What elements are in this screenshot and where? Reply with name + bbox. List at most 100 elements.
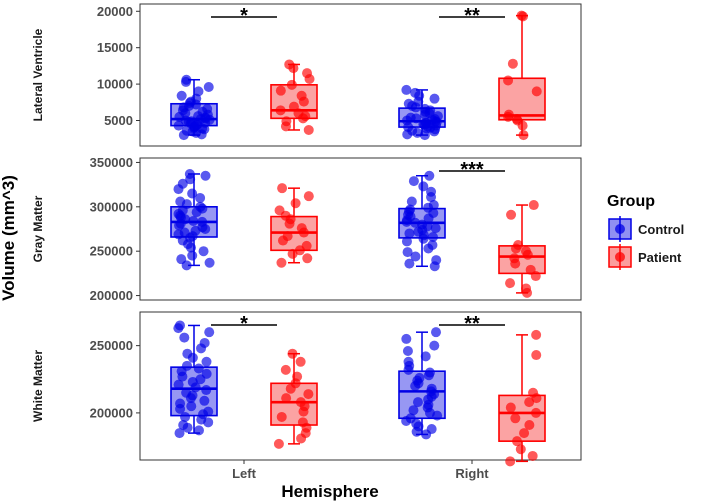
data-point [420,351,431,362]
data-point [405,204,416,215]
data-point [503,109,514,120]
data-point [275,85,286,96]
data-point [303,191,314,202]
box-left-control [170,74,218,141]
data-point [530,407,541,418]
data-point [303,124,314,135]
data-point [282,231,293,242]
data-point [402,346,413,357]
legend-label: Control [638,222,684,237]
data-point [426,424,437,435]
data-point [424,367,435,378]
legend-item-control: Control [608,216,684,242]
data-point [518,130,529,141]
x-tick-label: Right [455,466,489,481]
box-left-control [170,320,218,439]
data-point [295,356,306,367]
data-point [403,98,414,109]
significance-label: * [240,313,248,335]
data-point [174,320,185,331]
data-point [204,257,215,268]
data-point [401,333,412,344]
data-point [426,186,437,197]
data-point [429,340,440,351]
data-point [173,379,184,390]
data-point [424,170,435,181]
data-point [297,417,308,428]
significance-label: ** [464,313,480,335]
data-point [505,456,516,467]
y-tick-label: 15000 [97,40,133,55]
y-tick-label: 350000 [90,155,133,170]
data-point [187,376,198,387]
data-point [506,209,517,220]
data-point [520,246,531,257]
data-point [511,114,522,125]
y-axis-title: Volume (mm^3) [0,175,18,301]
significance-right: ** [439,313,505,335]
data-point [286,79,297,90]
data-point [177,178,188,189]
data-point [204,327,215,338]
data-point [203,406,214,417]
box-right-patient [498,200,546,298]
data-point [408,176,419,187]
legend-title: Group [607,193,655,210]
data-point [418,181,429,192]
data-point [404,228,415,239]
box-left-patient [270,183,318,268]
data-point [296,223,307,234]
data-point [410,251,421,262]
data-point [276,257,287,268]
box-right-patient [498,329,546,467]
data-point [173,120,184,131]
data-point [430,223,441,234]
data-point [405,413,416,424]
data-point [428,200,439,211]
data-point [277,183,288,194]
data-point [195,201,206,212]
data-point [509,253,520,264]
data-point [188,216,199,227]
data-point [507,58,518,69]
y-tick-label: 20000 [97,4,133,19]
data-point [510,413,521,424]
data-point [198,246,209,257]
data-point [200,170,211,181]
legend-label: Patient [638,250,682,265]
panel-gray-matter: 200000 250000 300000 350000 Gray Matter *** [31,155,582,303]
data-point [187,188,198,199]
data-point [412,397,423,408]
data-point [203,82,214,93]
data-point [527,450,538,461]
data-point [302,253,313,264]
y-tick-label: 300000 [90,199,133,214]
data-point [181,387,192,398]
data-point [401,84,412,95]
data-point [512,436,523,447]
data-point [181,74,192,85]
data-point [201,368,212,379]
significance-left: * [211,313,277,335]
legend-key-point [615,224,625,234]
data-point [427,239,438,250]
data-point [524,397,535,408]
data-point [303,389,314,400]
box-left-control [170,168,218,271]
data-point [505,278,516,289]
data-point [175,398,186,409]
data-point [513,239,524,250]
data-point [403,356,414,367]
data-point [521,283,532,294]
data-point [431,255,442,266]
x-axis: Left Right [232,460,489,481]
significance-left: * [211,5,277,27]
box-right-control [398,84,446,141]
data-point [406,196,417,207]
x-tick-label: Left [232,466,257,481]
data-point [179,332,190,343]
significance-right: ** [439,5,505,27]
y-tick-label: 10000 [97,77,133,92]
